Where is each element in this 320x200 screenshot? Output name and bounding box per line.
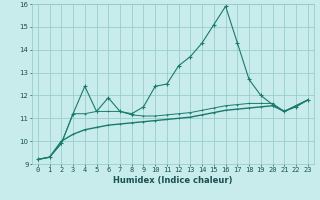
X-axis label: Humidex (Indice chaleur): Humidex (Indice chaleur)	[113, 176, 233, 185]
